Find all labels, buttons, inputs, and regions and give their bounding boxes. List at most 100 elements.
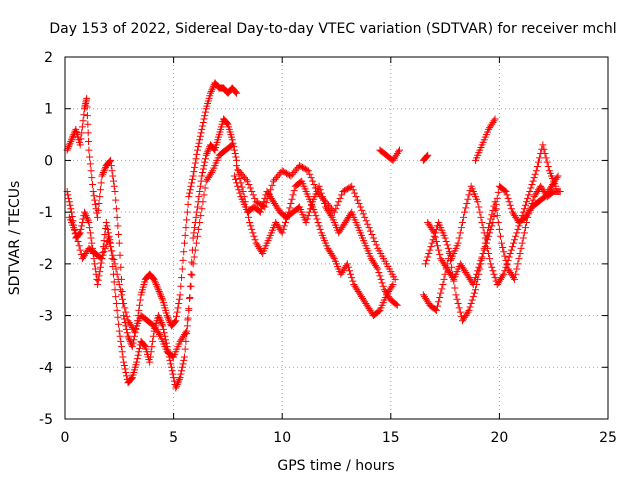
data-point-marker bbox=[181, 231, 189, 239]
data-point-marker bbox=[467, 300, 475, 308]
data-point-marker bbox=[201, 184, 209, 192]
data-point-marker bbox=[236, 168, 244, 176]
y-tick-label: 2 bbox=[44, 50, 53, 66]
data-point-marker bbox=[438, 285, 446, 293]
data-point-marker bbox=[371, 237, 379, 245]
data-point-marker bbox=[166, 356, 174, 364]
data-point-marker bbox=[243, 177, 251, 185]
data-point-marker bbox=[222, 119, 230, 127]
data-point-marker bbox=[436, 250, 444, 258]
data-point-marker bbox=[367, 227, 375, 235]
data-point-marker bbox=[175, 295, 183, 303]
data-point-marker bbox=[364, 220, 372, 228]
data-point-marker bbox=[153, 282, 161, 290]
data-point-marker bbox=[120, 358, 128, 366]
data-point-marker bbox=[180, 239, 188, 247]
data-point-marker bbox=[503, 260, 511, 268]
data-point-marker bbox=[543, 158, 551, 166]
data-point-marker bbox=[231, 87, 239, 95]
data-point-marker bbox=[140, 341, 148, 349]
data-point-marker bbox=[251, 236, 259, 244]
data-point-marker bbox=[191, 163, 199, 171]
data-point-marker bbox=[320, 196, 328, 204]
data-point-marker bbox=[500, 248, 508, 256]
data-point-marker bbox=[183, 208, 191, 216]
data-point-marker bbox=[180, 356, 188, 364]
data-point-marker bbox=[101, 244, 109, 252]
data-point-marker bbox=[444, 244, 452, 252]
data-point-marker bbox=[187, 270, 195, 278]
data-point-marker bbox=[349, 277, 357, 285]
data-point-marker bbox=[76, 141, 84, 149]
data-point-marker bbox=[388, 282, 396, 290]
data-point-marker bbox=[424, 253, 432, 261]
data-point-marker bbox=[520, 205, 528, 213]
data-point-marker bbox=[494, 188, 502, 196]
data-point-marker bbox=[203, 150, 211, 158]
data-point-marker bbox=[336, 194, 344, 202]
data-point-marker bbox=[68, 134, 76, 142]
data-point-marker bbox=[443, 241, 451, 249]
data-point-marker bbox=[353, 196, 361, 204]
data-point-marker bbox=[250, 232, 258, 240]
data-point-marker bbox=[177, 282, 185, 290]
data-point-marker bbox=[129, 339, 137, 347]
data-point-marker bbox=[86, 229, 94, 237]
data-point-marker bbox=[90, 192, 98, 200]
data-point-marker bbox=[501, 267, 509, 275]
data-point-marker bbox=[109, 172, 117, 180]
data-point-marker bbox=[196, 136, 204, 144]
data-point-marker bbox=[254, 199, 262, 207]
data-point-marker bbox=[504, 194, 512, 202]
data-point-marker bbox=[275, 170, 283, 178]
data-point-marker bbox=[464, 308, 472, 316]
data-point-marker bbox=[233, 89, 241, 97]
series-track-k bbox=[419, 151, 432, 164]
data-point-marker bbox=[189, 172, 197, 180]
data-point-marker bbox=[502, 187, 510, 195]
data-point-marker bbox=[91, 265, 99, 273]
data-point-marker bbox=[95, 200, 103, 208]
data-point-marker bbox=[176, 374, 184, 382]
series-track-a bbox=[63, 79, 241, 351]
data-point-marker bbox=[121, 304, 129, 312]
data-point-marker bbox=[199, 122, 207, 130]
data-point-marker bbox=[376, 272, 384, 280]
data-point-marker bbox=[116, 251, 124, 259]
data-point-marker bbox=[197, 129, 205, 137]
data-point-marker bbox=[172, 384, 180, 392]
data-point-marker bbox=[208, 86, 216, 94]
data-point-marker bbox=[188, 179, 196, 187]
data-point-marker bbox=[91, 260, 99, 268]
data-point-marker bbox=[476, 260, 484, 268]
data-point-marker bbox=[428, 239, 436, 247]
data-point-marker bbox=[303, 166, 311, 174]
data-point-marker bbox=[511, 275, 519, 283]
data-point-marker bbox=[505, 253, 513, 261]
chart-title: Day 153 of 2022, Sidereal Day-to-day VTE… bbox=[49, 21, 616, 37]
data-point-marker bbox=[469, 293, 477, 301]
data-point-marker bbox=[94, 276, 102, 284]
data-point-marker bbox=[185, 305, 193, 313]
data-point-marker bbox=[529, 196, 537, 204]
data-point-marker bbox=[249, 191, 257, 199]
data-point-marker bbox=[65, 141, 73, 149]
data-point-marker bbox=[157, 291, 165, 299]
data-point-marker bbox=[454, 300, 462, 308]
data-point-marker bbox=[120, 300, 128, 308]
x-tick-label: 0 bbox=[61, 430, 70, 446]
data-point-marker bbox=[432, 237, 440, 245]
data-point-marker bbox=[435, 246, 443, 254]
data-point-marker bbox=[172, 317, 180, 325]
data-point-marker bbox=[486, 229, 494, 237]
data-point-marker bbox=[106, 238, 114, 246]
data-point-marker bbox=[278, 229, 286, 237]
data-point-marker bbox=[186, 189, 194, 197]
data-point-marker bbox=[356, 203, 364, 211]
data-point-marker bbox=[186, 293, 194, 301]
data-point-marker bbox=[455, 234, 463, 242]
data-point-marker bbox=[120, 362, 128, 370]
data-point-marker bbox=[454, 239, 462, 247]
data-point-marker bbox=[301, 165, 309, 173]
